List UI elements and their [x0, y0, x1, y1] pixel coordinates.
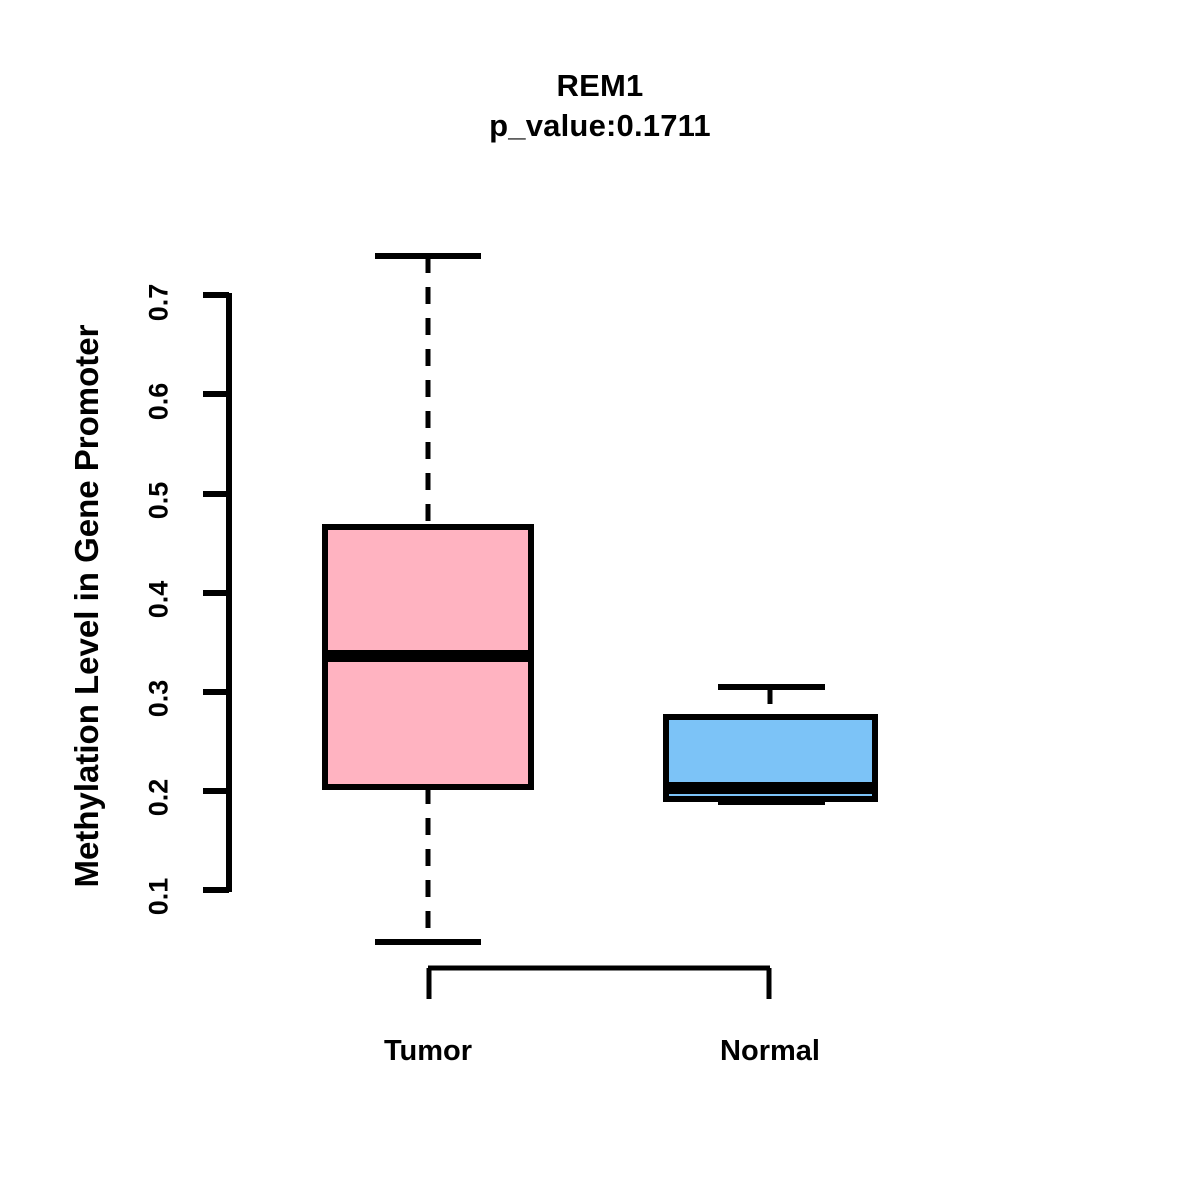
- x-tick-label-normal: Normal: [720, 1035, 820, 1067]
- y-axis: [203, 292, 232, 893]
- figure-title-block: REM1 p_value:0.1711: [0, 66, 1200, 145]
- boxplot-normal: [663, 684, 878, 805]
- page-title: REM1: [556, 68, 644, 103]
- x-tick-label-tumor: Tumor: [383, 1035, 473, 1067]
- figure-subtitle-pvalue: p_value:0.1711: [489, 107, 711, 143]
- boxplot-tumor: [322, 253, 534, 945]
- x-axis: [426, 965, 772, 999]
